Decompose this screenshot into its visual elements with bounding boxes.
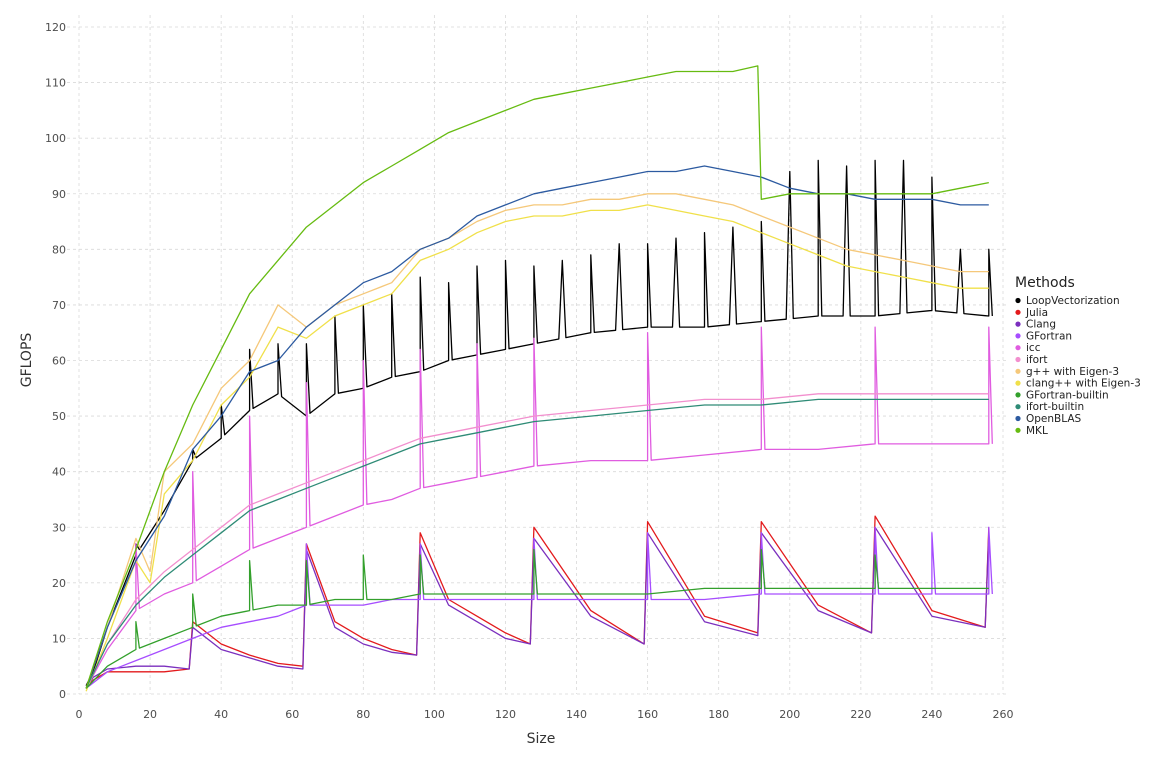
legend-label: OpenBLAS (1026, 413, 1082, 425)
x-tick-label: 120 (495, 708, 516, 721)
legend-label: GFortran (1026, 330, 1072, 342)
series-line-ifort (85, 393, 989, 689)
legend-key (1015, 321, 1021, 327)
legend-label: MKL (1026, 425, 1048, 437)
y-tick-label: 50 (52, 410, 66, 423)
y-tick-label: 20 (52, 577, 66, 590)
y-tick-labels: 0 10 20 30 40 50 60 70 80 90 100 110 120 (45, 21, 66, 701)
legend-key (1015, 356, 1021, 363)
x-tick-label: 140 (566, 708, 587, 721)
legend-label: ifort (1026, 354, 1047, 366)
y-tick-label: 60 (52, 355, 66, 368)
series-line-ifort-builtin (85, 398, 989, 689)
legend-key (1015, 368, 1021, 374)
x-tick-labels: 0 20 40 60 80 100 120 140 160 180 200 220 240 260 (76, 708, 1014, 721)
y-tick-label: 40 (52, 466, 66, 479)
y-tick-label: 30 (52, 521, 66, 534)
legend-key (1015, 427, 1021, 433)
x-tick-label: 240 (921, 708, 942, 721)
legend-key (1015, 333, 1021, 339)
legend-key (1015, 309, 1021, 315)
series-line-gfortran-builtin (85, 548, 989, 689)
legend-title: Methods (1015, 275, 1075, 291)
x-axis-title: Size (527, 731, 556, 747)
legend-label: icc (1026, 342, 1041, 354)
legend-label: LoopVectorization (1026, 295, 1120, 307)
x-tick-label: 40 (214, 708, 228, 721)
legend-label: GFortran-builtin (1026, 389, 1109, 401)
legend: Methods LoopVectorizationJuliaClangGFort… (1015, 275, 1141, 437)
legend-key (1015, 404, 1021, 410)
series-line-clang (85, 526, 990, 689)
legend-label: ifort-builtin (1026, 401, 1084, 413)
x-tick-label: 60 (285, 708, 299, 721)
x-tick-label: 220 (850, 708, 871, 721)
series-line-icc (85, 326, 993, 689)
x-tick-label: 0 (76, 708, 83, 721)
x-tick-label: 80 (356, 708, 370, 721)
legend-key (1015, 297, 1021, 304)
series-line-mkl (85, 65, 989, 689)
y-tick-label: 120 (45, 21, 66, 34)
y-tick-label: 100 (45, 132, 66, 145)
series-lines (85, 65, 993, 692)
x-tick-label: 200 (779, 708, 800, 721)
x-tick-label: 260 (993, 708, 1014, 721)
x-tick-label: 100 (424, 708, 445, 721)
legend-label: clang++ with Eigen-3 (1026, 378, 1141, 390)
legend-key (1015, 415, 1021, 422)
x-tick-label: 180 (708, 708, 729, 721)
legend-key (1015, 345, 1021, 351)
x-tick-label: 20 (143, 708, 157, 721)
legend-label: g++ with Eigen-3 (1026, 366, 1119, 378)
y-tick-label: 80 (52, 243, 66, 256)
series-line-g-with-eigen-3 (85, 193, 989, 689)
series-line-loopvectorization (85, 159, 993, 686)
y-tick-label: 10 (52, 632, 66, 645)
x-tick-label: 160 (637, 708, 658, 721)
y-axis-title: GFLOPS (19, 333, 35, 388)
legend-label: Clang (1026, 319, 1056, 331)
series-line-gfortran (85, 526, 993, 689)
y-tick-label: 90 (52, 188, 66, 201)
series-line-julia (85, 515, 990, 689)
legend-key (1015, 380, 1021, 386)
y-tick-label: 110 (45, 77, 66, 90)
legend-key (1015, 392, 1021, 398)
legend-label: Julia (1025, 307, 1048, 319)
y-tick-label: 0 (59, 688, 66, 701)
y-tick-label: 70 (52, 299, 66, 312)
